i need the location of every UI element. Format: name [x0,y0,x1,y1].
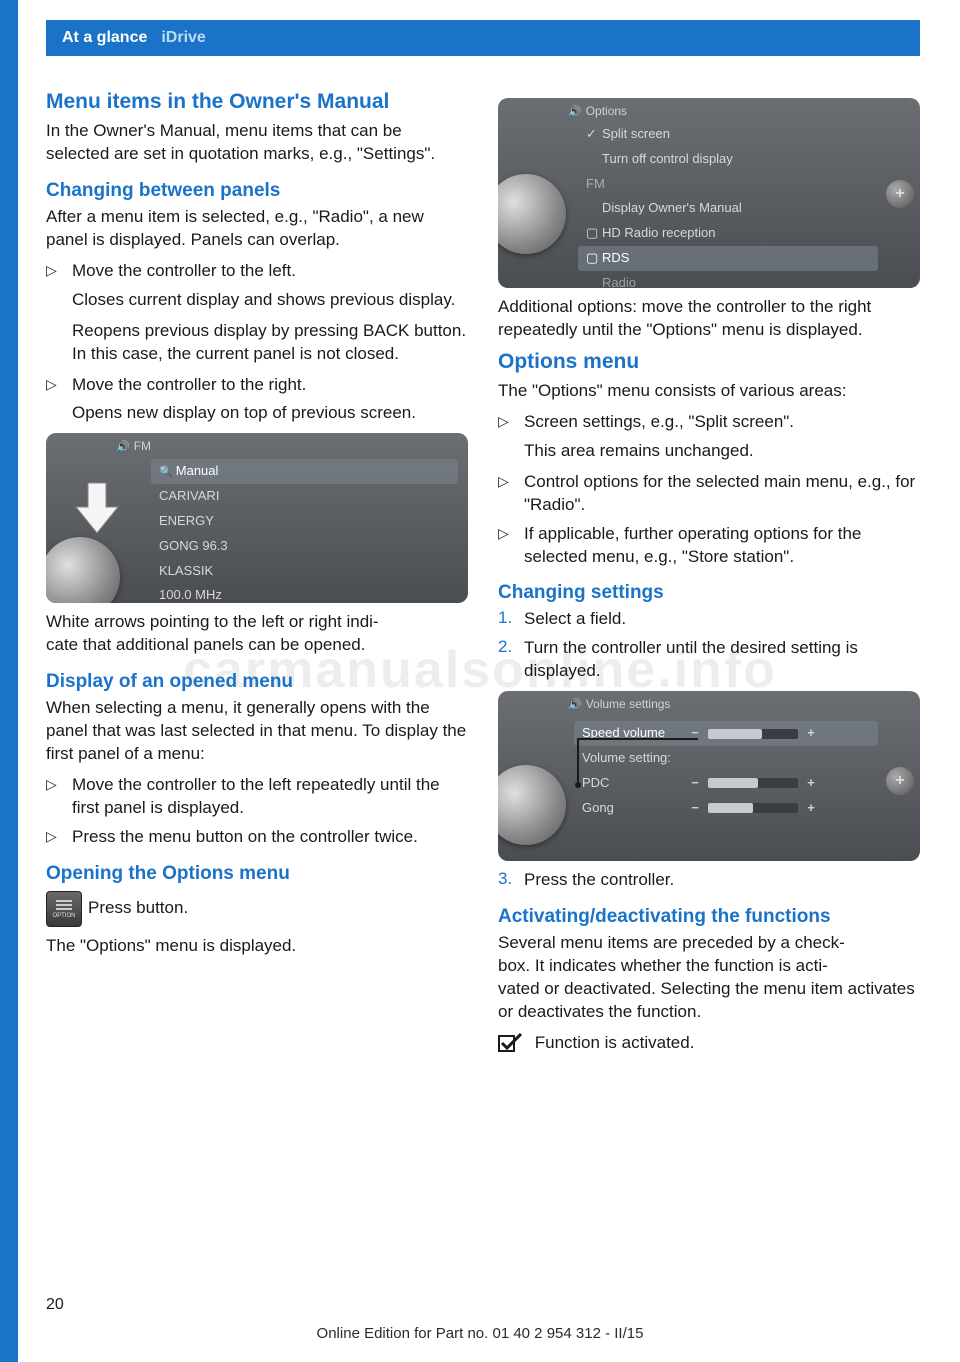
left-accent-bar [0,0,18,1362]
bullet-marker: ▷ [498,411,524,434]
idrive-header-text: FM [134,439,151,453]
bullet-text: Move the controller to the left repeated… [72,774,468,820]
plus-circle-icon: + [886,767,914,795]
idrive-row: Gong − + [574,796,878,821]
text-block: White arrows pointing to the left or rig… [46,611,468,657]
idrive-row: FM [578,172,878,197]
idrive-list: ✓Split screen Turn off control display F… [578,122,878,288]
bullet-marker: ▷ [46,260,72,283]
left-column: Menu items in the Owner's Manual In the … [46,90,468,1282]
checkbox-checked-icon [498,1033,524,1053]
idrive-header-text: Volume settings [586,697,671,711]
idrive-row: CARIVARI [151,484,458,509]
idrive-row: ENERGY [151,509,458,534]
heading-menu-items: Menu items in the Owner's Manual [46,90,468,114]
idrive-header: 🔊 Options [568,104,627,118]
idrive-controller-knob [498,765,566,845]
header-subsection: iDrive [161,29,205,47]
idrive-header-text: Options [586,104,627,118]
figure-options-panel: 🔊 Options + ✓Split screen Turn off contr… [498,98,920,288]
idrive-controller-knob [46,537,120,603]
text-block: This area remains unchanged. [524,440,920,463]
step-number: 3. [498,869,524,892]
list-item: 2. Turn the controller until the desired… [498,637,920,683]
idrive-controller-knob [498,174,566,254]
text-block: When selecting a menu, it generally open… [46,697,468,766]
idrive-row: Radio [578,271,878,288]
icon-row: OPTION Press button. [46,891,468,927]
bullet-marker: ▷ [46,826,72,849]
heading-activating-functions: Activating/deactivating the functions [498,906,920,928]
option-button-icon: OPTION [46,891,88,927]
step-number: 1. [498,608,524,631]
footer-line: Online Edition for Part no. 01 40 2 954 … [0,1325,960,1342]
step-text: Turn the controller until the desired se… [524,637,920,683]
idrive-row: Display Owner's Manual [578,196,878,221]
header-section: At a glance [62,29,147,47]
callout-line [568,725,728,795]
list-item: ▷ Control options for the selected main … [498,471,920,517]
down-arrow-icon [74,481,120,535]
text-block: In the Owner's Manual, menu items that c… [46,120,468,166]
bullet-marker: ▷ [46,774,72,820]
list-item: ▷ Move the controller to the left. [46,260,468,283]
idrive-row: ▢HD Radio reception [578,221,878,246]
checkbox-text: Function is activated. [535,1033,695,1052]
text-block: The "Options" menu consists of various a… [498,380,920,403]
idrive-row: KLASSIK [151,559,458,584]
speaker-icon: 🔊 [568,698,582,711]
step-number: 2. [498,637,524,683]
heading-display-opened-menu: Display of an opened menu [46,671,468,693]
list-item: ▷ Move the controller to the right. [46,374,468,397]
list-item: 1. Select a field. [498,608,920,631]
content-area: Menu items in the Owner's Manual In the … [46,90,920,1282]
idrive-list: 🔍 Manual CARIVARI ENERGY GONG 96.3 KLASS… [151,459,458,603]
text-block: The "Options" menu is displayed. [46,935,468,958]
plus-circle-icon: + [886,180,914,208]
checkbox-line: Function is activated. [498,1032,920,1055]
bullet-marker: ▷ [498,523,524,569]
bullet-text: Press the menu button on the controller … [72,826,468,849]
bullet-text: Move the controller to the right. [72,374,468,397]
list-item: ▷ If applicable, further operating optio… [498,523,920,569]
idrive-row: ▢RDS [578,246,878,271]
text-block: Closes current display and shows previou… [72,289,468,312]
right-column: 🔊 Options + ✓Split screen Turn off contr… [498,90,920,1282]
step-text: Select a field. [524,608,920,631]
text-block: Opens new display on top of previous scr… [72,402,468,425]
speaker-icon: 🔊 [116,440,130,453]
idrive-row: 100.0 MHz [151,583,458,603]
icon-text: Press button. [88,891,468,920]
list-item: ▷ Move the controller to the left repeat… [46,774,468,820]
list-item: ▷ Screen settings, e.g., "Split screen". [498,411,920,434]
bullet-text: Control options for the selected main me… [524,471,920,517]
step-text: Press the controller. [524,869,920,892]
idrive-row: Turn off control display [578,147,878,172]
text-block: Additional options: move the controller … [498,296,920,342]
figure-fm-panel: 🔊 FM 🔍 Manual CARIVARI ENERGY GONG 96.3 … [46,433,468,603]
bullet-marker: ▷ [46,374,72,397]
heading-options-menu: Options menu [498,350,920,374]
page-number: 20 [46,1296,64,1314]
bullet-text: Move the controller to the left. [72,260,468,283]
speaker-icon: 🔊 [568,105,582,118]
list-item: 3. Press the controller. [498,869,920,892]
idrive-header: 🔊 Volume settings [568,697,670,711]
idrive-row: GONG 96.3 [151,534,458,559]
bullet-text: If applicable, further operating options… [524,523,920,569]
text-block: Reopens previous display by pressing BAC… [72,320,468,366]
figure-volume-settings: 🔊 Volume settings + Speed volume − + Vol… [498,691,920,861]
heading-changing-settings: Changing settings [498,582,920,604]
heading-opening-options: Opening the Options menu [46,863,468,885]
bullet-text: Screen settings, e.g., "Split screen". [524,411,920,434]
idrive-row: ✓Split screen [578,122,878,147]
bullet-marker: ▷ [498,471,524,517]
list-item: ▷ Press the menu button on the controlle… [46,826,468,849]
heading-changing-panels: Changing between panels [46,180,468,202]
idrive-row: 🔍 Manual [151,459,458,484]
page-header: At a glance iDrive [46,20,920,56]
text-block: Several menu items are preceded by a che… [498,932,920,1024]
idrive-header: 🔊 FM [116,439,151,453]
text-block: After a menu item is selected, e.g., "Ra… [46,206,468,252]
